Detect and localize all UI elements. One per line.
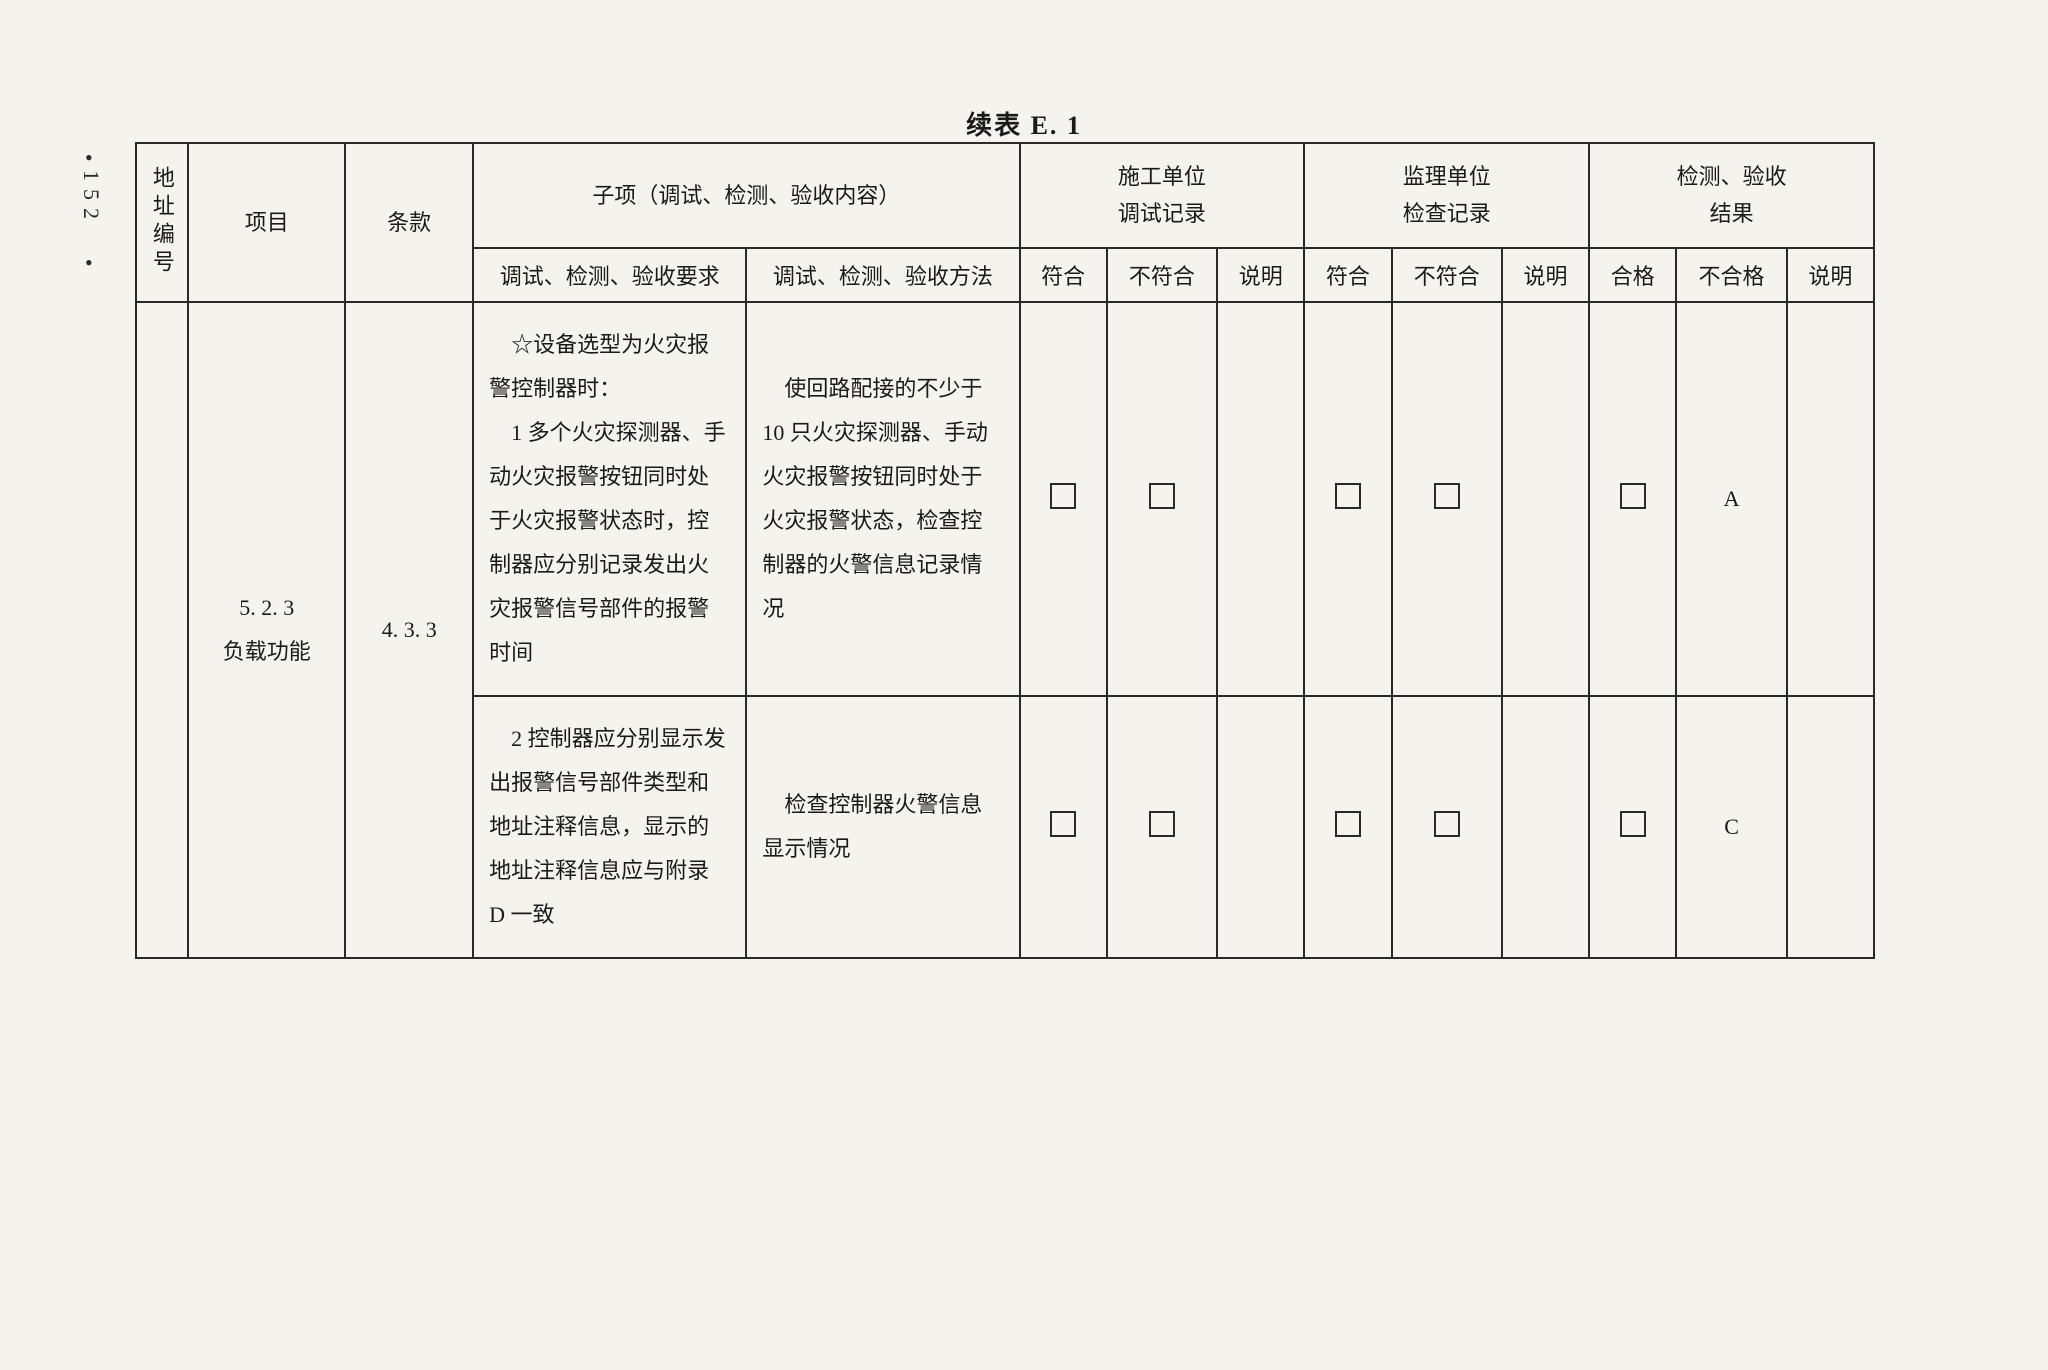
header-project: 项目 (188, 143, 345, 302)
main-table-container: 地址编号 项目 条款 子项（调试、检测、验收内容） 施工单位 调试记录 监理单位… (135, 142, 1875, 959)
page-number: 152 (78, 170, 104, 227)
checkbox-icon (1335, 811, 1361, 837)
subheader-req: 调试、检测、验收要求 (473, 248, 746, 302)
subheader-desc-1: 说明 (1217, 248, 1304, 302)
cell-conform-1-1 (1020, 302, 1107, 696)
header-inspection-line2: 结果 (1710, 201, 1754, 226)
checkbox-icon (1620, 483, 1646, 509)
cell-nonconform-1-1 (1107, 302, 1217, 696)
cell-addr (136, 302, 188, 958)
header-addr: 地址编号 (136, 143, 188, 302)
cell-nonconform-2-2 (1392, 696, 1502, 958)
cell-req-2: 2 控制器应分别显示发出报警信号部件类型和地址注释信息，显示的地址注释信息应与附… (473, 696, 746, 958)
table-data-row-1: 5. 2. 3 负载功能 4. 3. 3 ☆设备选型为火灾报警控制器时： 1 多… (136, 302, 1874, 696)
cell-method-2: 检查控制器火警信息显示情况 (746, 696, 1019, 958)
project-name: 负载功能 (223, 639, 311, 664)
header-construction: 施工单位 调试记录 (1020, 143, 1305, 248)
cell-nonconform-1-2 (1392, 302, 1502, 696)
cell-clause: 4. 3. 3 (345, 302, 473, 958)
cell-fail-2: C (1676, 696, 1786, 958)
header-inspection: 检测、验收 结果 (1589, 143, 1874, 248)
cell-conform-2-1 (1020, 696, 1107, 958)
cell-project: 5. 2. 3 负载功能 (188, 302, 345, 958)
checkbox-icon (1149, 811, 1175, 837)
subheader-nonconform-1: 不符合 (1107, 248, 1217, 302)
header-supervision: 监理单位 检查记录 (1304, 143, 1589, 248)
cell-req-1: ☆设备选型为火灾报警控制器时： 1 多个火灾探测器、手动火灾报警按钮同时处于火灾… (473, 302, 746, 696)
header-inspection-line1: 检测、验收 (1677, 164, 1787, 189)
checkbox-icon (1434, 811, 1460, 837)
page-marker-dot-top: • (85, 145, 93, 171)
checkbox-icon (1335, 483, 1361, 509)
cell-nonconform-2-1 (1107, 696, 1217, 958)
cell-desc-1-2 (1502, 302, 1589, 696)
header-subitems: 子项（调试、检测、验收内容） (473, 143, 1019, 248)
inspection-table: 地址编号 项目 条款 子项（调试、检测、验收内容） 施工单位 调试记录 监理单位… (135, 142, 1875, 959)
project-code: 5. 2. 3 (239, 595, 294, 620)
subheader-desc-3: 说明 (1787, 248, 1874, 302)
subheader-nonconform-2: 不符合 (1392, 248, 1502, 302)
cell-conform-1-2 (1304, 302, 1391, 696)
cell-desc-2-1 (1217, 696, 1304, 958)
cell-pass-1 (1589, 302, 1676, 696)
subheader-fail: 不合格 (1676, 248, 1786, 302)
checkbox-icon (1050, 811, 1076, 837)
cell-fail-1: A (1676, 302, 1786, 696)
checkbox-icon (1050, 483, 1076, 509)
cell-method-1: 使回路配接的不少于 10 只火灾探测器、手动火灾报警按钮同时处于火灾报警状态，检… (746, 302, 1019, 696)
table-header-row-1: 地址编号 项目 条款 子项（调试、检测、验收内容） 施工单位 调试记录 监理单位… (136, 143, 1874, 248)
page-marker-dot-bottom: • (85, 250, 93, 276)
header-construction-line2: 调试记录 (1118, 201, 1206, 226)
cell-conform-2-2 (1304, 696, 1391, 958)
checkbox-icon (1620, 811, 1646, 837)
cell-desc-2-3 (1787, 696, 1874, 958)
subheader-conform-1: 符合 (1020, 248, 1107, 302)
cell-desc-1-3 (1787, 302, 1874, 696)
header-clause: 条款 (345, 143, 473, 302)
subheader-conform-2: 符合 (1304, 248, 1391, 302)
subheader-method: 调试、检测、验收方法 (746, 248, 1019, 302)
checkbox-icon (1149, 483, 1175, 509)
header-supervision-line2: 检查记录 (1403, 201, 1491, 226)
checkbox-icon (1434, 483, 1460, 509)
cell-desc-1-1 (1217, 302, 1304, 696)
subheader-pass: 合格 (1589, 248, 1676, 302)
header-supervision-line1: 监理单位 (1403, 164, 1491, 189)
cell-desc-2-2 (1502, 696, 1589, 958)
header-construction-line1: 施工单位 (1118, 164, 1206, 189)
cell-pass-2 (1589, 696, 1676, 958)
table-title: 续表 E. 1 (966, 105, 1082, 142)
subheader-desc-2: 说明 (1502, 248, 1589, 302)
